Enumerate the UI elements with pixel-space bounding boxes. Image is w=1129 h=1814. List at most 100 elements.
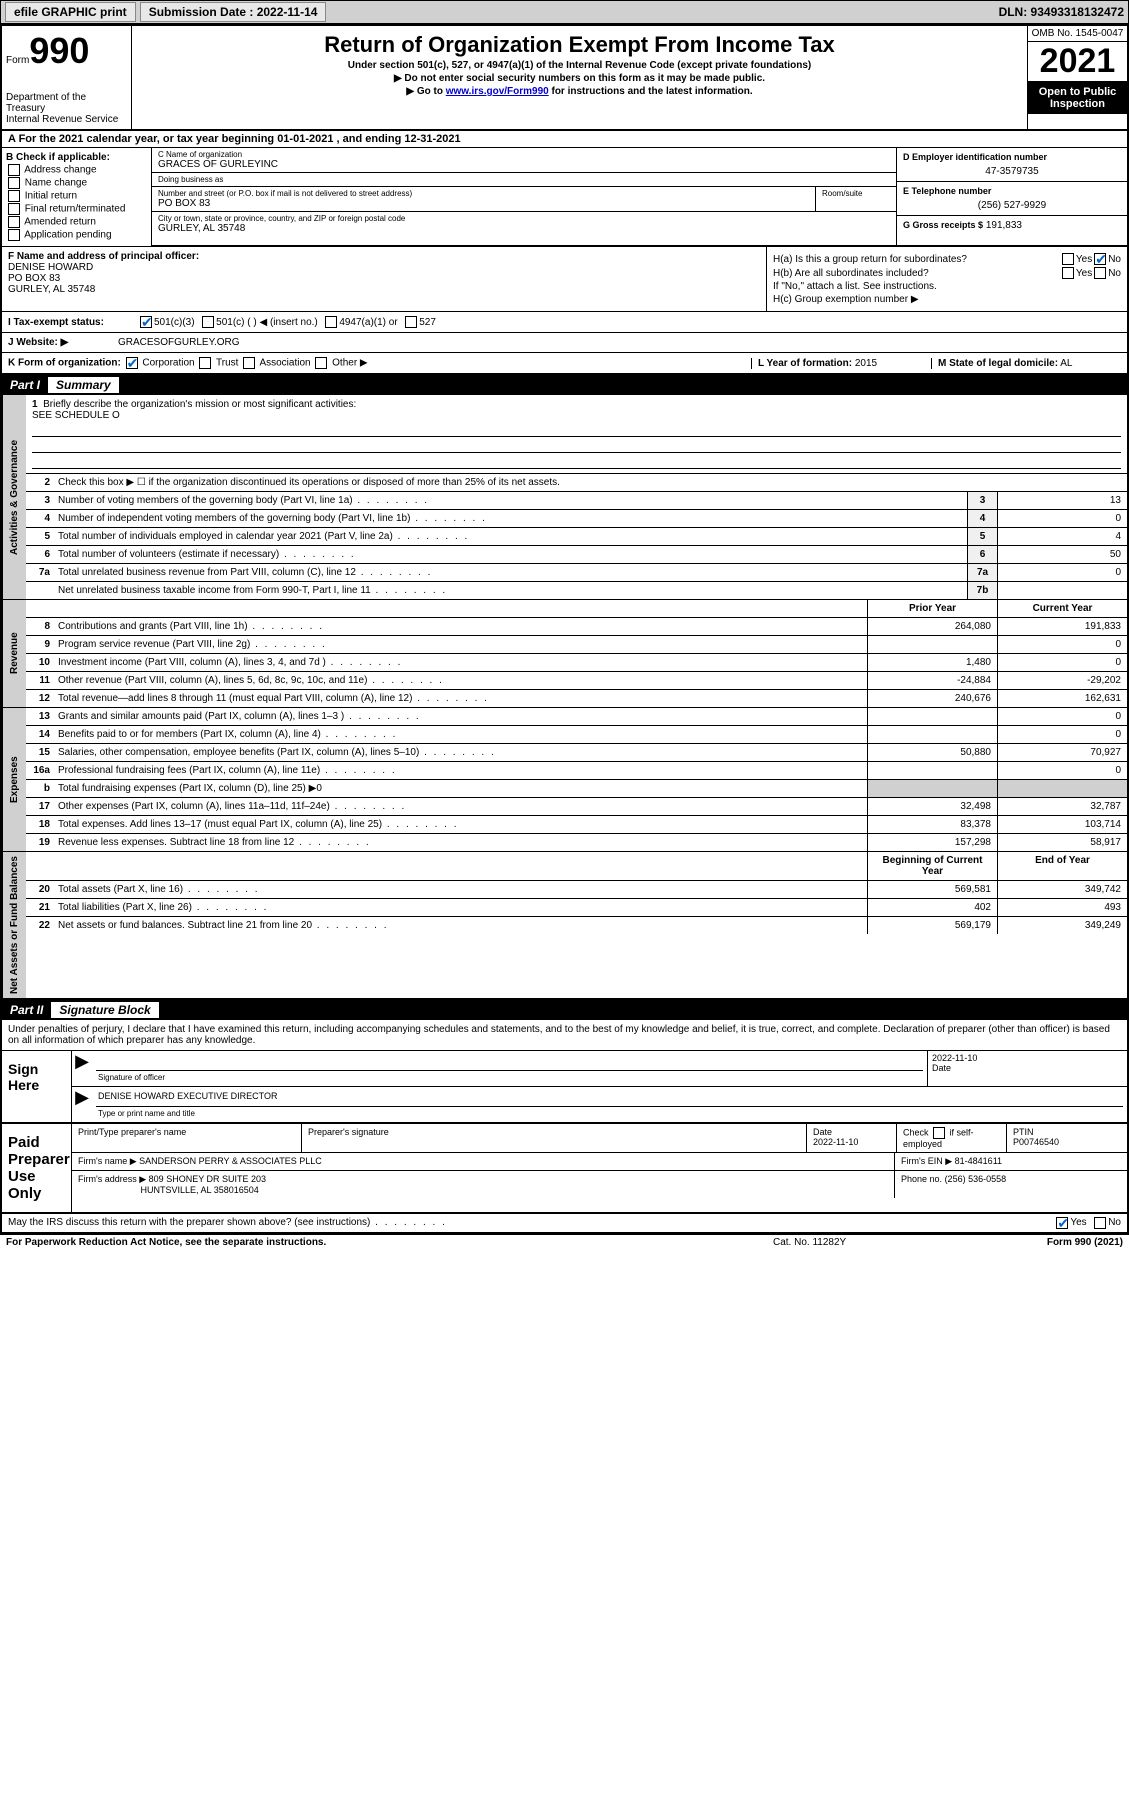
form-num: 990 <box>29 30 89 71</box>
ptin-val: P00746540 <box>1013 1137 1059 1147</box>
perjury-declaration: Under penalties of perjury, I declare th… <box>2 1020 1127 1051</box>
summary-line: 3Number of voting members of the governi… <box>26 492 1127 510</box>
c-city-lbl: City or town, state or province, country… <box>158 214 890 223</box>
org-name: GRACES OF GURLEYINC <box>158 159 890 170</box>
chk-address-change[interactable]: Address change <box>6 164 147 176</box>
hb-no[interactable] <box>1094 267 1106 279</box>
dln-label: DLN: 93493318132472 <box>999 5 1124 19</box>
hb-lbl: H(b) Are all subordinates included? <box>773 268 1060 279</box>
summary-line: 8Contributions and grants (Part VIII, li… <box>26 618 1127 636</box>
l-lbl: L Year of formation: <box>758 358 852 369</box>
form-title: Return of Organization Exempt From Incom… <box>140 32 1019 58</box>
summary-line: Net unrelated business taxable income fr… <box>26 582 1127 599</box>
preparer-fields: Print/Type preparer's name Preparer's si… <box>72 1124 1127 1212</box>
efile-print-button[interactable]: efile GRAPHIC print <box>5 2 136 22</box>
sig-name-cell: DENISE HOWARD EXECUTIVE DIRECTOR Type or… <box>92 1087 1127 1122</box>
sig-name-lbl: Type or print name and title <box>96 1107 1123 1120</box>
chk-corp[interactable] <box>126 357 138 369</box>
summary-line: 19Revenue less expenses. Subtract line 1… <box>26 834 1127 851</box>
hb-yes[interactable] <box>1062 267 1074 279</box>
irs-link[interactable]: www.irs.gov/Form990 <box>446 86 549 97</box>
exp-body: 13Grants and similar amounts paid (Part … <box>26 708 1127 851</box>
phone-val: (256) 527-9929 <box>903 200 1121 211</box>
discuss-no[interactable] <box>1094 1217 1106 1229</box>
chk-app-pending[interactable]: Application pending <box>6 229 147 241</box>
chk-501c3[interactable] <box>140 316 152 328</box>
e-phone: E Telephone number (256) 527-9929 <box>897 182 1127 216</box>
sign-here-section: Sign Here ▶ Signature of officer 2022-11… <box>2 1051 1127 1124</box>
col-end: End of Year <box>997 852 1127 880</box>
summary-line: 17Other expenses (Part IX, column (A), l… <box>26 798 1127 816</box>
chk-initial-return[interactable]: Initial return <box>6 190 147 202</box>
firm-name-cell: Firm's name ▶ SANDERSON PERRY & ASSOCIAT… <box>72 1153 895 1170</box>
c-name: C Name of organization GRACES OF GURLEYI… <box>152 148 896 173</box>
dept-treasury: Department of the Treasury <box>6 92 127 114</box>
firm-ein-val: 81-4841611 <box>955 1156 1002 1166</box>
tax-year: 2021 <box>1028 42 1127 82</box>
chk-amended[interactable]: Amended return <box>6 216 147 228</box>
firm-ein-lbl: Firm's EIN ▶ <box>901 1156 952 1166</box>
form-header: Form990 Department of the Treasury Inter… <box>2 26 1127 131</box>
chk-name-change[interactable]: Name change <box>6 177 147 189</box>
c-suite: Room/suite <box>816 187 896 211</box>
firm-name-val: SANDERSON PERRY & ASSOCIATES PLLC <box>139 1156 322 1166</box>
prep-ptin-cell: PTIN P00746540 <box>1007 1124 1127 1152</box>
officer-name: DENISE HOWARD <box>8 262 760 273</box>
ha-no[interactable] <box>1094 253 1106 265</box>
part2-label: Part II <box>10 1003 51 1017</box>
sub3a: ▶ Go to <box>406 86 445 97</box>
gov-body: 1 Briefly describe the organization's mi… <box>26 395 1127 599</box>
col-cd: C Name of organization GRACES OF GURLEYI… <box>152 148 1127 246</box>
sig-officer-cell: Signature of officer <box>92 1051 927 1086</box>
officer-addr2: GURLEY, AL 35748 <box>8 284 760 295</box>
paid-preparer-section: Paid Preparer Use Only Print/Type prepar… <box>2 1124 1127 1214</box>
chk-final-return[interactable]: Final return/terminated <box>6 203 147 215</box>
summary-line: 5Total number of individuals employed in… <box>26 528 1127 546</box>
summary-line: 10Investment income (Part VIII, column (… <box>26 654 1127 672</box>
line-1: 1 Briefly describe the organization's mi… <box>26 395 1127 474</box>
chk-assoc[interactable] <box>243 357 255 369</box>
c-city: City or town, state or province, country… <box>152 212 896 236</box>
chk-other[interactable] <box>315 357 327 369</box>
summary-line: 11Other revenue (Part VIII, column (A), … <box>26 672 1127 690</box>
ha-lbl: H(a) Is this a group return for subordin… <box>773 254 1060 265</box>
header-right: OMB No. 1545-0047 2021 Open to Public In… <box>1027 26 1127 129</box>
c-name-lbl: C Name of organization <box>158 150 890 159</box>
c-street: Number and street (or P.O. box if mail i… <box>152 187 816 211</box>
firm-addr2: HUNTSVILLE, AL 358016504 <box>141 1185 259 1195</box>
firm-phone-val: (256) 536-0558 <box>945 1174 1007 1184</box>
summary-line: 6Total number of volunteers (estimate if… <box>26 546 1127 564</box>
paid-preparer-label: Paid Preparer Use Only <box>2 1124 72 1212</box>
header-mid: Return of Organization Exempt From Incom… <box>132 26 1027 129</box>
irs-discuss-row: May the IRS discuss this return with the… <box>2 1214 1127 1233</box>
col-c: C Name of organization GRACES OF GURLEYI… <box>152 148 897 245</box>
header-left: Form990 Department of the Treasury Inter… <box>2 26 132 129</box>
m-cell: M State of legal domicile: AL <box>931 358 1121 369</box>
form-container: Form990 Department of the Treasury Inter… <box>0 24 1129 1235</box>
k-cell: K Form of organization: Corporation Trus… <box>8 357 751 369</box>
sub3b: for instructions and the latest informat… <box>549 86 753 97</box>
summary-line: 21Total liabilities (Part X, line 26)402… <box>26 899 1127 917</box>
summary-line: 22Net assets or fund balances. Subtract … <box>26 917 1127 934</box>
chk-trust[interactable] <box>199 357 211 369</box>
chk-4947[interactable] <box>325 316 337 328</box>
section-netassets: Net Assets or Fund Balances Beginning of… <box>2 852 1127 1000</box>
city-val: GURLEY, AL 35748 <box>158 223 890 234</box>
sig-name-val: DENISE HOWARD EXECUTIVE DIRECTOR <box>96 1089 1123 1107</box>
prep-sig-lbl: Preparer's signature <box>302 1124 807 1152</box>
sig-date-lbl: Date <box>932 1063 1123 1073</box>
l1-desc: Briefly describe the organization's miss… <box>43 399 356 410</box>
net-body: Beginning of Current Year End of Year 20… <box>26 852 1127 998</box>
c-dba-lbl: Doing business as <box>158 175 890 184</box>
ha-yes[interactable] <box>1062 253 1074 265</box>
firm-phone-cell: Phone no. (256) 536-0558 <box>895 1171 1127 1198</box>
footer-line: For Paperwork Reduction Act Notice, see … <box>0 1235 1129 1250</box>
firm-phone-lbl: Phone no. <box>901 1174 942 1184</box>
g-lbl: G Gross receipts $ <box>903 220 983 230</box>
chk-527[interactable] <box>405 316 417 328</box>
l-cell: L Year of formation: 2015 <box>751 358 931 369</box>
chk-self-employed[interactable] <box>933 1127 945 1139</box>
discuss-yes[interactable] <box>1056 1217 1068 1229</box>
chk-501c[interactable] <box>202 316 214 328</box>
form-number: Form990 <box>6 30 127 72</box>
